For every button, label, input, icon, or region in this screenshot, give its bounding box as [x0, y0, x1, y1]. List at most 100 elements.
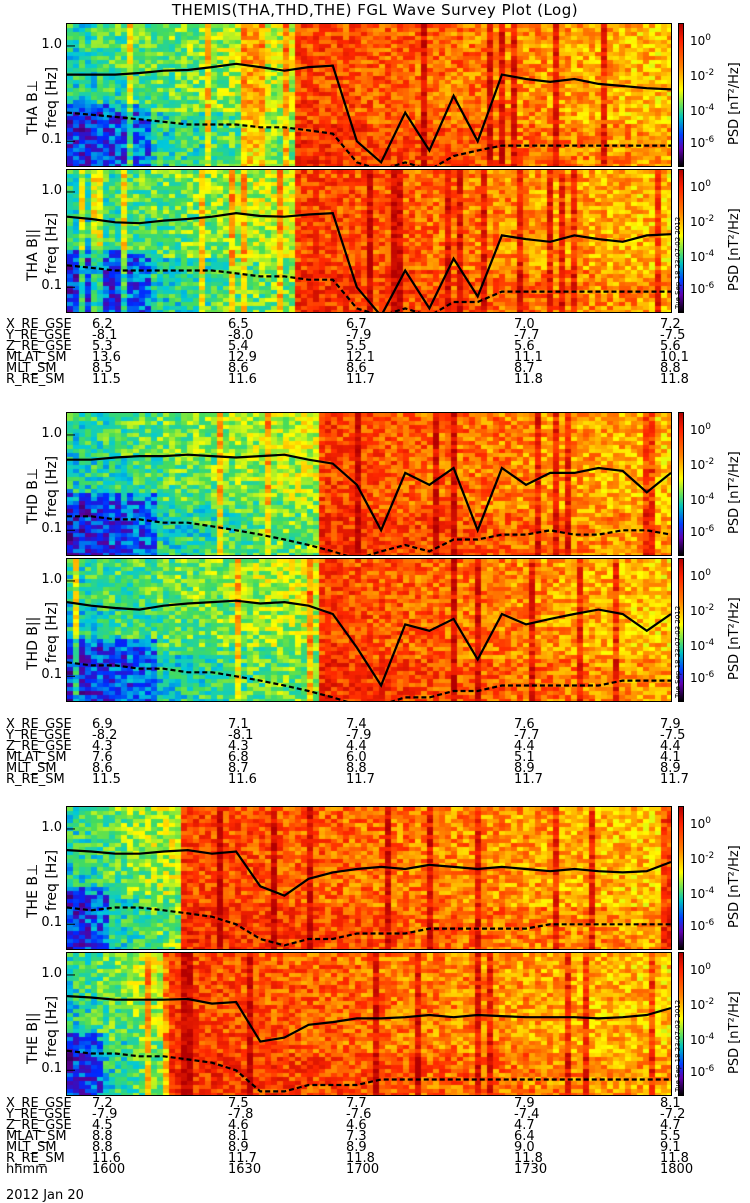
ephemeris-row: R_RE_SM 11.5 11.6 11.7 11.7 11.7	[6, 772, 689, 787]
colorbar-tick-exponent: 0	[705, 179, 712, 189]
ephemeris-value: 6.0	[346, 750, 367, 765]
ephemeris-row: Y_RE_GSE -7.9 -7.8 -7.6 -7.4 -7.2	[6, 1107, 685, 1122]
colorbar-tick-base: 10	[690, 639, 706, 653]
plot-timestamp: Tue Sep 18 23:07:03 2012	[674, 605, 682, 698]
ephemeris-value: 11.8	[346, 1151, 375, 1166]
ephemeris-value: 7.9	[660, 717, 681, 732]
ephemeris-row: R_RE_SM 11.5 11.6 11.7 11.8 11.8	[6, 372, 689, 387]
colorbar-tick-base: 10	[690, 215, 706, 229]
y-tick-label: 1.0	[41, 36, 62, 52]
colorbar-tick-exponent: -4	[705, 103, 715, 113]
colorbar-tick-base: 10	[690, 136, 706, 150]
ephemeris-value: 12.1	[346, 350, 375, 365]
ephemeris-value: -8.1	[92, 328, 118, 343]
y-axis-label: THE B||	[25, 1013, 41, 1064]
ephemeris-value: -7.6	[346, 1107, 372, 1122]
colorbar-tick-label: 10-4	[690, 249, 714, 264]
spectrogram-panel	[66, 169, 672, 313]
colorbar	[678, 412, 684, 556]
colorbar-tick-base: 10	[690, 887, 706, 901]
y-tick-label: 0.1	[41, 521, 62, 537]
ephemeris-value: 5.4	[228, 339, 249, 354]
colorbar-tick-exponent: -6	[705, 524, 715, 534]
ephemeris-value: -7.5	[660, 728, 686, 743]
colorbar-tick-exponent: -6	[705, 135, 715, 145]
ephemeris-value: 11.5	[92, 772, 121, 787]
colorbar-tick-label: 10-2	[690, 457, 714, 472]
ephemeris-table: X_RE_GSE 6.2 6.5 6.7 7.0 7.2 Y_RE_GSE -8.1 -8.0 -…	[6, 317, 689, 387]
freq-unit-label: freq [Hz]	[44, 66, 60, 128]
ephemeris-row: hhmm 1600 1630 1700 1730 1800	[6, 1162, 693, 1177]
probe-label: THE B⊥	[25, 863, 41, 918]
probe-label: THD B⊥	[25, 467, 41, 524]
dashed-trace-line	[67, 515, 671, 555]
ephemeris-label: X_RE_GSE	[6, 317, 72, 332]
ephemeris-value: 8.6	[346, 361, 367, 376]
ephemeris-value: 8.7	[228, 761, 249, 776]
ephemeris-value: 8.8	[92, 1140, 113, 1155]
ephemeris-value: 10.1	[660, 350, 689, 365]
dashed-trace-line	[67, 906, 671, 947]
ephemeris-value: 7.7	[346, 1096, 367, 1111]
colorbar-tick-exponent: 0	[705, 816, 712, 826]
probe-label: THE B||	[25, 1012, 41, 1064]
ephemeris-value: 8.7	[514, 361, 535, 376]
colorbar-tick-exponent: -2	[705, 997, 715, 1007]
colorbar-tick-exponent: -2	[705, 68, 715, 78]
ephemeris-value: 5.5	[660, 1129, 681, 1144]
ephemeris-value: -7.7	[514, 728, 540, 743]
colorbar-tick-exponent: -6	[705, 281, 715, 291]
y-axis-label: THA B||	[25, 229, 41, 281]
dashed-trace-line	[67, 111, 671, 166]
ephemeris-value: 4.4	[346, 739, 367, 754]
ephemeris-value: 4.7	[660, 1118, 681, 1133]
freq-unit-label: freq [Hz]	[44, 849, 60, 911]
ephemeris-value: 5.6	[514, 339, 535, 354]
colorbar-tick-base: 10	[690, 282, 706, 296]
ephemeris-value: 11.7	[514, 772, 543, 787]
colorbar-label: PSD [nT²/Hz]	[727, 208, 742, 291]
colorbar-tick-label: 10-2	[690, 68, 714, 83]
colorbar-tick-exponent: -2	[705, 214, 715, 224]
ephemeris-value: 11.8	[514, 372, 543, 387]
ephemeris-label: MLAT_SM	[6, 1129, 67, 1144]
ephemeris-value: 4.4	[514, 739, 535, 754]
y-tick-label: 0.1	[41, 132, 62, 148]
ephemeris-row: MLT_SM 8.8 8.9 8.9 9.0 9.1	[6, 1140, 681, 1155]
ephemeris-value: 11.5	[92, 372, 121, 387]
colorbar-tick-label: 10-4	[690, 492, 714, 507]
ephemeris-value: 7.4	[346, 717, 367, 732]
ephemeris-value: 13.6	[92, 350, 121, 365]
ephemeris-row: R_RE_SM 11.6 11.7 11.8 11.8 11.8	[6, 1151, 689, 1166]
colorbar-tick-label: 10-4	[690, 886, 714, 901]
colorbar-tick-exponent: -4	[705, 886, 715, 896]
ephemeris-value: 7.2	[660, 317, 681, 332]
colorbar-tick-label: 10-4	[690, 103, 714, 118]
ephemeris-value: 6.4	[514, 1129, 535, 1144]
solid-trace-line	[67, 453, 671, 534]
ephemeris-value: 4.3	[228, 739, 249, 754]
ephemeris-value: 8.9	[660, 761, 681, 776]
colorbar-tick-base: 10	[690, 493, 706, 507]
ephemeris-value: 1600	[92, 1162, 126, 1177]
ephemeris-value: 8.8	[346, 761, 367, 776]
colorbar-tick-exponent: 0	[705, 33, 712, 43]
colorbar-tick-base: 10	[690, 458, 706, 472]
colorbar-tick-base: 10	[690, 34, 706, 48]
colorbar-tick-label: 100	[690, 568, 711, 583]
ephemeris-value: 1730	[514, 1162, 548, 1177]
colorbar-tick-exponent: 0	[705, 568, 712, 578]
spectrogram-heatmap	[67, 170, 671, 312]
ephemeris-value: 11.8	[660, 372, 689, 387]
colorbar-tick-label: 10-4	[690, 1032, 714, 1047]
ephemeris-value: 8.5	[92, 361, 113, 376]
colorbar-tick-base: 10	[690, 250, 706, 264]
solid-trace-line	[67, 599, 671, 688]
colorbar-tick-label: 10-2	[690, 997, 714, 1012]
ephemeris-table: X_RE_GSE 7.2 7.5 7.7 7.9 8.1 Y_RE_GSE -7.9 -7.8 -…	[6, 1096, 693, 1177]
spectrogram-panel	[66, 952, 672, 1096]
ephemeris-value: -8.1	[228, 728, 254, 743]
colorbar-tick-label: 10-6	[690, 1064, 714, 1079]
colorbar	[678, 952, 684, 1096]
colorbar-tick-base: 10	[690, 963, 706, 977]
